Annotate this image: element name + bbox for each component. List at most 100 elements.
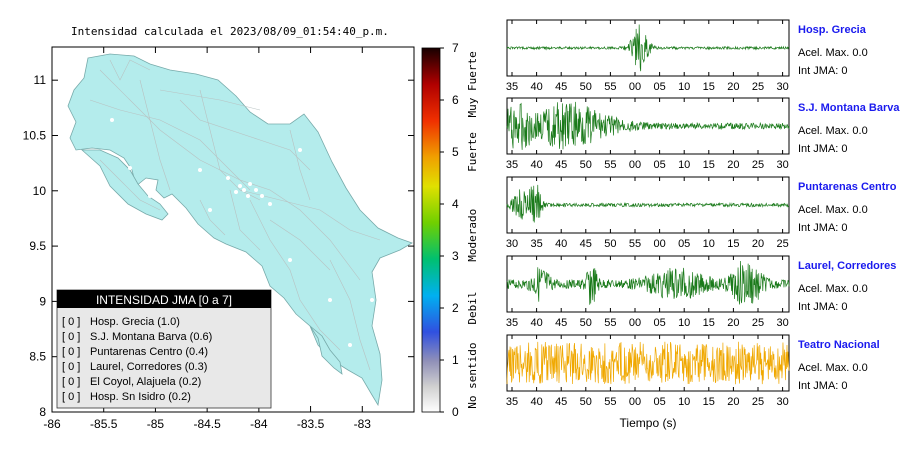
panel-x-tick-label: 35 [506, 396, 518, 408]
station-name: S.J. Montana Barva [798, 102, 900, 114]
panel-x-tick-label: 35 [530, 238, 542, 250]
road [109, 59, 151, 81]
panel-x-tick-label: 15 [703, 317, 715, 329]
road [99, 159, 161, 211]
road [329, 259, 371, 371]
legend-item-code: [ 0 ] [62, 391, 80, 403]
colorbar-tick-label: 3 [452, 249, 459, 263]
panel-x-tick-label: 40 [530, 81, 542, 93]
map-y-tick-label: 8.5 [29, 350, 46, 364]
station-dot [268, 202, 272, 206]
colorbar-category-label: Moderado [466, 209, 479, 262]
panel-x-tick-label: 15 [703, 159, 715, 171]
panel-x-tick-label: 30 [776, 81, 788, 93]
legend-item-code: [ 0 ] [62, 346, 80, 358]
panel-x-tick-label: 30 [776, 159, 788, 171]
station-dot [242, 188, 246, 192]
panel-x-tick-label: 25 [752, 317, 764, 329]
station-accel: Acel. Max. 0.0 [798, 362, 868, 374]
legend-item-label: Laurel, Corredores (0.3) [90, 361, 207, 373]
map-y-tick-label: 8 [39, 405, 46, 419]
station-jma: Int JMA: 0 [798, 143, 848, 155]
waveform-panels: 35 40 45 50 55 00 05 10 15 20 25 30 Hosp. Grecia Acel… [506, 19, 900, 408]
colorbar-category-label: Fuerte [466, 132, 479, 172]
panel-frame [506, 19, 790, 77]
legend-box [56, 289, 272, 409]
station-accel: Acel. Max. 0.0 [798, 283, 868, 295]
station-name: Laurel, Corredores [798, 260, 896, 272]
panel-x-tick-label: 40 [530, 317, 542, 329]
panel-x-tick-label: 55 [604, 317, 616, 329]
map-x-tick-label: -84 [250, 417, 268, 431]
legend-item-code: [ 0 ] [62, 376, 80, 388]
panel-x-tick-label: 40 [555, 238, 567, 250]
map-x-tick-label: -83 [354, 417, 372, 431]
legend-item-code: [ 0 ] [62, 331, 80, 343]
panel-x-tick-label: 45 [555, 159, 567, 171]
panel-x-tick-label: 50 [604, 238, 616, 250]
map-x-tick-label: -84.5 [193, 417, 221, 431]
station-name: Hosp. Grecia [798, 24, 867, 36]
road [139, 79, 171, 191]
panel-x-tick-label: 00 [629, 159, 641, 171]
panel-x-tick-label: 10 [678, 159, 690, 171]
road [199, 89, 261, 201]
legend-item-label: Puntarenas Centro (0.4) [90, 346, 208, 358]
panel-x-tick-label: 30 [506, 238, 518, 250]
waveform-panel: 35 40 45 50 55 00 05 10 15 20 25 30 S.J. Montana Bar… [506, 97, 900, 171]
road [289, 129, 311, 201]
station-dot [128, 166, 132, 170]
panel-x-tick-label: 20 [727, 159, 739, 171]
x-axis-label: Tiempo (s) [620, 416, 677, 430]
colorbar-tick-label: 0 [452, 405, 459, 419]
panel-x-tick-label: 15 [703, 396, 715, 408]
panel-x-tick-label: 50 [580, 396, 592, 408]
colorbar-category-label: Muy Fuerte [466, 51, 479, 117]
panel-x-tick-label: 05 [653, 81, 665, 93]
station-dot [208, 208, 212, 212]
panel-x-tick-label: 10 [703, 238, 715, 250]
road [269, 219, 331, 271]
panel-x-tick-label: 40 [530, 396, 542, 408]
panel-x-tick-label: 00 [629, 396, 641, 408]
station-dot [198, 168, 202, 172]
map-frame [51, 46, 415, 413]
panel-x-tick-label: 45 [580, 238, 592, 250]
panel-x-tick-label: 55 [604, 396, 616, 408]
map-y-axis: 11 10.5 10 9.5 9 8.5 8 [23, 73, 414, 419]
map-x-tick-label: -83.5 [297, 417, 325, 431]
station-dot [260, 194, 264, 198]
road [159, 89, 261, 111]
map-x-tick-label: -85.5 [90, 417, 118, 431]
osa-peninsula [309, 325, 343, 375]
panel-x-tick-label: 25 [752, 159, 764, 171]
panel-x-tick-label: 55 [604, 159, 616, 171]
station-jma: Int JMA: 0 [798, 380, 848, 392]
panel-x-tick-label: 10 [678, 396, 690, 408]
colorbar-category-label: Debil [466, 291, 479, 324]
station-dot [234, 190, 238, 194]
station-dot [370, 298, 374, 302]
map-x-axis: -86 -85.5 -85 -84.5 -84 -83.5 -83 [43, 47, 371, 431]
station-dot [110, 118, 114, 122]
station-dot [328, 298, 332, 302]
road [239, 189, 381, 241]
colorbar-tick-label: 7 [452, 41, 459, 55]
map-y-tick-label: 9.5 [29, 239, 46, 253]
waveform-panel: 35 40 45 50 55 00 05 10 15 20 25 30 Laurel, Corredor… [506, 255, 896, 329]
map-x-tick-label: -85 [147, 417, 165, 431]
station-dot [226, 176, 230, 180]
panel-x-tick-label: 35 [506, 159, 518, 171]
panel-x-tick-label: 55 [629, 238, 641, 250]
road [229, 189, 261, 251]
panel-x-tick-label: 20 [727, 317, 739, 329]
road [179, 99, 311, 171]
road [89, 99, 251, 191]
station-name: Puntarenas Centro [798, 181, 897, 193]
panel-x-tick-label: 10 [678, 81, 690, 93]
legend-header [57, 290, 271, 308]
colorbar-tick-label: 6 [452, 93, 459, 107]
station-jma: Int JMA: 0 [798, 65, 848, 77]
panel-x-tick-label: 40 [530, 159, 542, 171]
road-network [89, 59, 381, 371]
